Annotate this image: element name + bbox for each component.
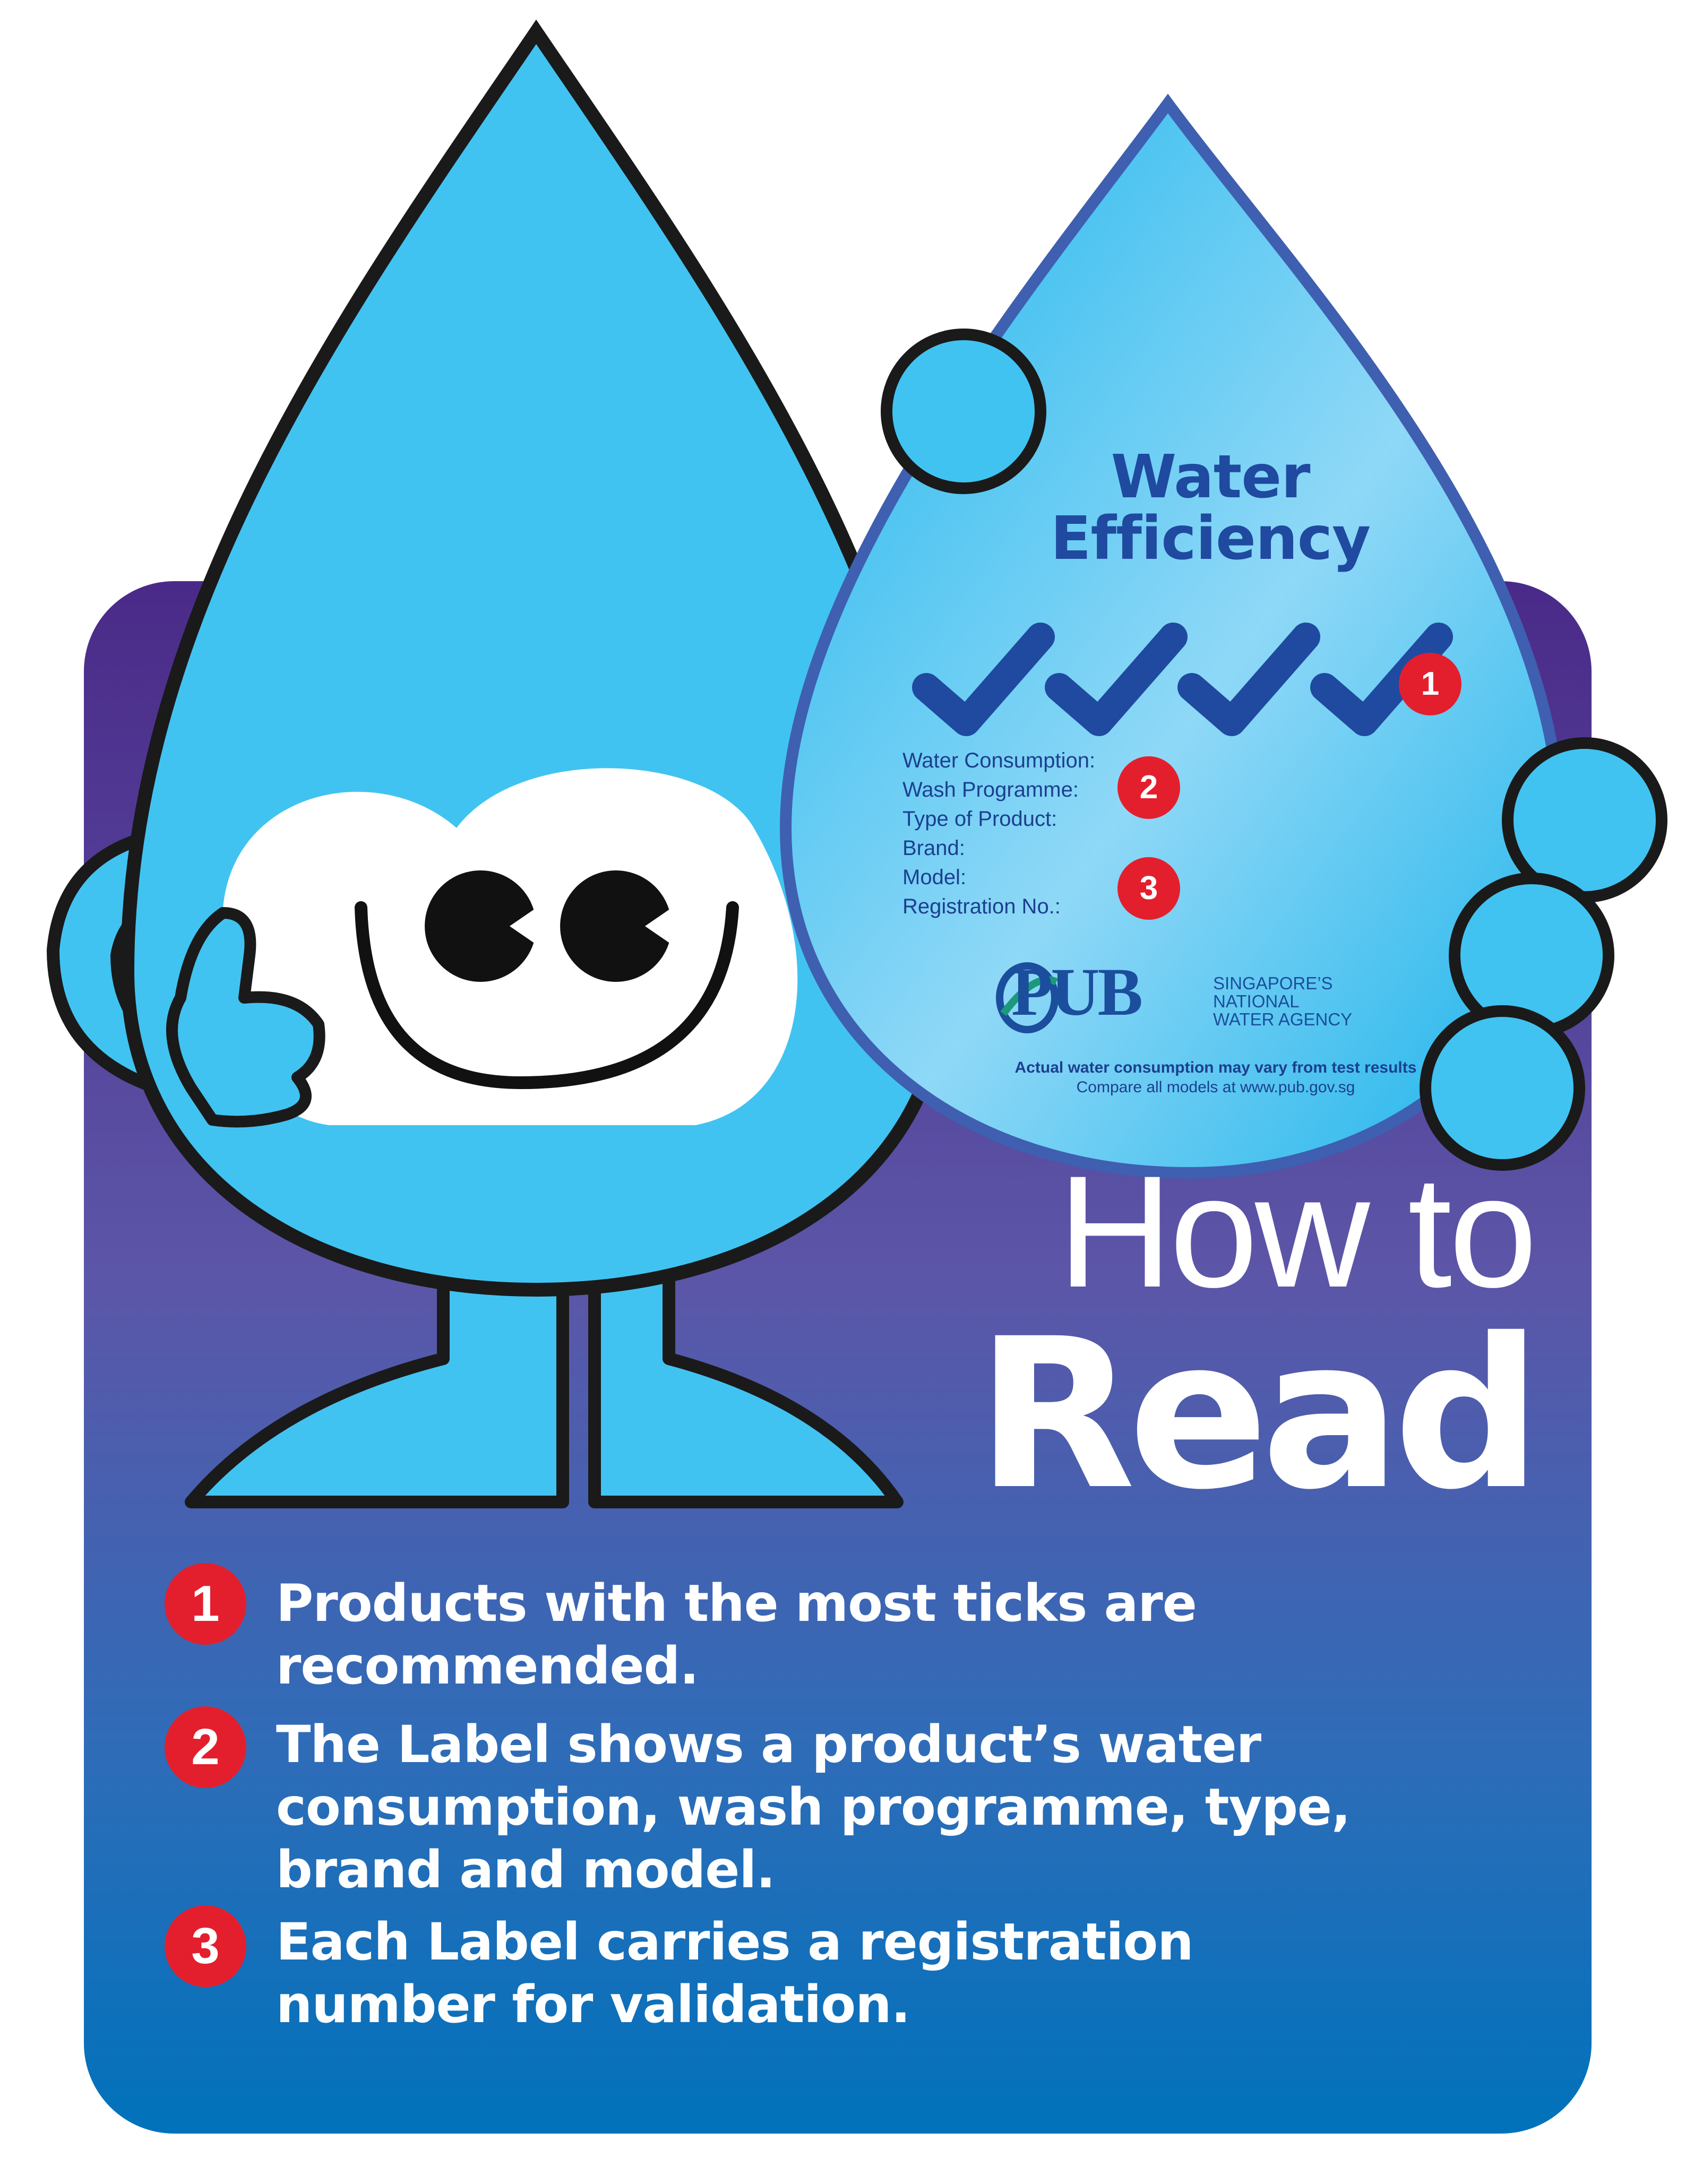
label-field-type-of-product: Type of Product: (902, 807, 1057, 831)
label-field-registration-no: Registration No.: (902, 895, 1061, 918)
label-compare-note: Compare all models at www.pub.gov.sg (1076, 1078, 1355, 1096)
label-field-water-consumption: Water Consumption: (902, 749, 1096, 772)
headline-how-to: How to (1057, 1142, 1537, 1320)
label-title-water: Water (1111, 443, 1311, 512)
item-text-3: Each Label carries a registration number… (276, 1912, 1194, 2034)
pub-tagline-3: WATER AGENCY (1213, 1009, 1353, 1029)
item-text-1: Products with the most ticks are recomme… (276, 1574, 1197, 1696)
label-badge-3: 3 (1117, 857, 1180, 920)
label-field-brand: Brand: (902, 836, 965, 860)
headline-read: Read (976, 1294, 1542, 1535)
character-eyes (425, 870, 672, 982)
pub-tagline-1: SINGAPORE’S (1213, 973, 1333, 993)
label-badge-2: 2 (1117, 756, 1180, 819)
label-title-efficiency: Efficiency (1050, 504, 1371, 573)
pub-logo-text: PUB (1011, 954, 1143, 1030)
pub-tagline-2: NATIONAL (1213, 991, 1300, 1011)
item-text-2: The Label shows a product’s water consum… (276, 1715, 1351, 1900)
label-disclaimer: Actual water consumption may vary from t… (1014, 1059, 1417, 1076)
character-thumb (166, 907, 325, 1128)
label-badge-1: 1 (1399, 653, 1461, 715)
item-badge-2: 2 (165, 1706, 246, 1788)
label-field-wash-programme: Wash Programme: (902, 778, 1079, 801)
pub-logo-mark (996, 962, 1059, 1033)
item-badge-1: 1 (165, 1563, 246, 1645)
item-badge-3: 3 (165, 1905, 246, 1987)
character-smile (355, 901, 739, 1090)
label-field-model: Model: (902, 866, 967, 889)
character-legs (185, 1267, 904, 1508)
hand-fingers (881, 329, 1667, 1171)
